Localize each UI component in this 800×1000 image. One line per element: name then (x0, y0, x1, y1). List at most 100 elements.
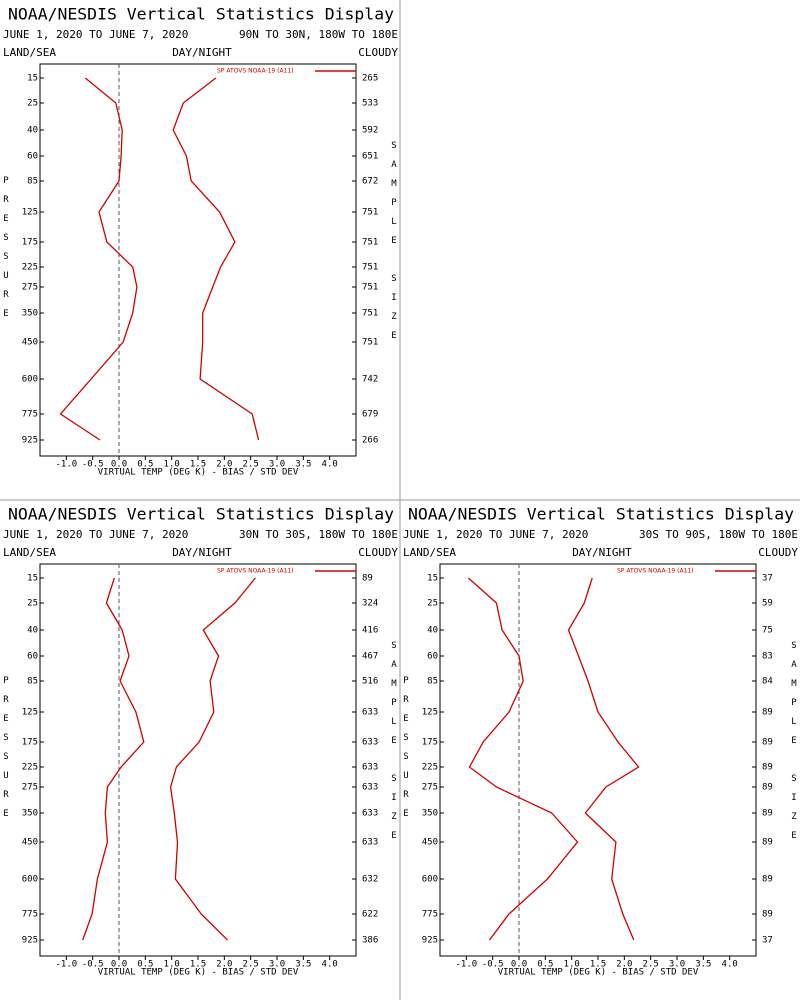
x-tick-label: -0.5 (82, 960, 104, 970)
pressure-label: 925 (22, 436, 38, 446)
date-range: JUNE 1, 2020 TO JUNE 7, 2020 (403, 528, 588, 541)
pressure-label: 15 (27, 74, 38, 84)
panel-title: NOAA/NESDIS Vertical Statistics Display (8, 505, 394, 524)
sample-size: 89 (362, 574, 373, 584)
sample-size: 751 (362, 263, 378, 273)
y2-axis-label: SAMPLE SIZE (389, 141, 399, 350)
x-tick-label: 3.5 (295, 960, 311, 970)
region: 90N TO 30N, 180W TO 180E (239, 28, 398, 41)
pressure-label: 925 (422, 936, 438, 946)
x-tick-label: 1.5 (190, 960, 206, 970)
pressure-label: 600 (22, 375, 38, 385)
land-sea: LAND/SEA (3, 546, 56, 559)
x-tick-label: 3.0 (269, 960, 285, 970)
sample-size: 633 (362, 809, 378, 819)
sample-size: 633 (362, 763, 378, 773)
land-sea: LAND/SEA (3, 46, 56, 59)
pressure-label: 225 (22, 263, 38, 273)
x-tick-label: 3.5 (295, 460, 311, 470)
cloudy: CLOUDY (358, 546, 398, 559)
profile-line (467, 577, 579, 941)
pressure-label: 15 (427, 574, 438, 584)
pressure-label: 225 (22, 763, 38, 773)
x-tick-label: 2.5 (243, 960, 259, 970)
pressure-label: 450 (22, 338, 38, 348)
pressure-label: 600 (22, 875, 38, 885)
sample-size: 89 (762, 738, 773, 748)
y-axis-label: PRESSURE (1, 176, 11, 328)
sample-size: 751 (362, 283, 378, 293)
legend-label: SP ATOVS NOAA-19 (A11) (217, 568, 294, 575)
pressure-label: 25 (27, 599, 38, 609)
land-sea: LAND/SEA (403, 546, 456, 559)
pressure-label: 450 (422, 838, 438, 848)
panel-title: NOAA/NESDIS Vertical Statistics Display (408, 505, 794, 524)
day-night: DAY/NIGHT (172, 546, 232, 559)
legend-label: SP ATOVS NOAA-19 (A11) (617, 568, 694, 575)
pressure-label: 275 (22, 283, 38, 293)
sample-size: 89 (762, 875, 773, 885)
pressure-label: 125 (22, 708, 38, 718)
date-range: JUNE 1, 2020 TO JUNE 7, 2020 (3, 28, 188, 41)
x-tick-label: 0.5 (137, 460, 153, 470)
pressure-label: 175 (422, 738, 438, 748)
sample-size: 89 (762, 838, 773, 848)
x-tick-label: 3.0 (269, 460, 285, 470)
x-tick-label: 1.5 (590, 960, 606, 970)
sample-size: 266 (362, 436, 378, 446)
pressure-label: 175 (22, 238, 38, 248)
x-tick-label: 3.0 (669, 960, 685, 970)
x-axis-label: VIRTUAL TEMP (DEG K) - BIAS / STD DEV (498, 968, 699, 978)
x-tick-label: 0.0 (511, 960, 527, 970)
x-tick-label: 3.5 (695, 960, 711, 970)
pressure-label: 450 (22, 838, 38, 848)
sample-size: 633 (362, 783, 378, 793)
sample-size: 633 (362, 708, 378, 718)
x-tick-label: -1.0 (55, 460, 77, 470)
x-tick-label: 0.5 (537, 960, 553, 970)
panel-title: NOAA/NESDIS Vertical Statistics Display (8, 5, 394, 24)
x-tick-label: -0.5 (482, 960, 504, 970)
profile-line (172, 77, 260, 441)
sample-size: 37 (762, 936, 773, 946)
sample-size: 386 (362, 936, 378, 946)
y2-axis-label: SAMPLE SIZE (389, 641, 399, 850)
x-tick-label: -1.0 (455, 960, 477, 970)
date-range: JUNE 1, 2020 TO JUNE 7, 2020 (3, 528, 188, 541)
x-tick-label: 0.0 (111, 460, 127, 470)
pressure-label: 175 (22, 738, 38, 748)
x-tick-label: 2.5 (643, 960, 659, 970)
sample-size: 672 (362, 177, 378, 187)
sample-size: 59 (762, 599, 773, 609)
pressure-label: 775 (22, 910, 38, 920)
pressure-label: 25 (27, 99, 38, 109)
pressure-label: 225 (422, 763, 438, 773)
cloudy: CLOUDY (758, 546, 798, 559)
pressure-label: 275 (422, 783, 438, 793)
pressure-label: 85 (27, 677, 38, 687)
sample-size: 75 (762, 626, 773, 636)
sample-size: 83 (762, 652, 773, 662)
pressure-label: 60 (27, 652, 38, 662)
pressure-label: 775 (22, 410, 38, 420)
sample-size: 592 (362, 126, 378, 136)
pressure-label: 40 (427, 626, 438, 636)
pressure-label: 15 (27, 574, 38, 584)
x-tick-label: -1.0 (55, 960, 77, 970)
x-tick-label: 2.5 (243, 460, 259, 470)
sample-size: 89 (762, 809, 773, 819)
pressure-label: 925 (22, 936, 38, 946)
x-tick-label: 4.0 (322, 960, 338, 970)
sample-size: 89 (762, 910, 773, 920)
sample-size: 679 (362, 410, 378, 420)
pressure-label: 60 (427, 652, 438, 662)
pressure-label: 350 (422, 809, 438, 819)
sample-size: 751 (362, 208, 378, 218)
profile-line (82, 577, 145, 941)
pressure-label: 125 (422, 708, 438, 718)
sample-size: 467 (362, 652, 378, 662)
x-tick-label: 1.0 (164, 960, 180, 970)
sample-size: 651 (362, 152, 378, 162)
sample-size: 622 (362, 910, 378, 920)
sample-size: 516 (362, 677, 378, 687)
